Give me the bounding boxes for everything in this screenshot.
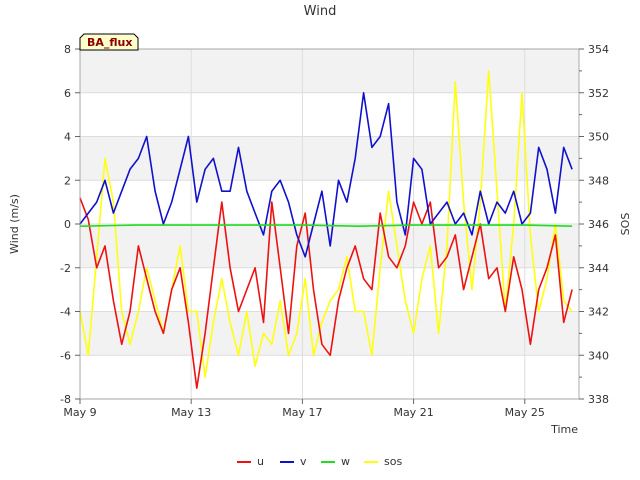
- legend-item-sos: sos: [364, 455, 402, 468]
- x-tick-label-0: May 9: [63, 406, 96, 419]
- series-w-line: [79, 224, 573, 227]
- plot-bands: [80, 49, 579, 356]
- right-tick-label-8: 354: [588, 43, 609, 56]
- right-tick-label-3: 344: [588, 262, 609, 275]
- badge-box: [79, 33, 139, 51]
- left-tick-label-4: 0: [64, 218, 71, 231]
- band-1: [80, 311, 579, 356]
- x-axis: May 9 May 13 May 17 May 21 May 25: [63, 399, 545, 419]
- left-tick-label-2: -4: [60, 306, 71, 319]
- left-tick-label-8: 8: [64, 43, 71, 56]
- chart-title: Wind: [304, 4, 337, 19]
- right-tick-label-7: 352: [588, 87, 609, 100]
- right-tick-label-4: 346: [588, 218, 609, 231]
- legend-label-v: v: [300, 455, 307, 468]
- series-v-line: [79, 92, 573, 258]
- x-axis-title: Time: [550, 423, 578, 436]
- legend-label-w: w: [341, 455, 350, 468]
- legend-label-u: u: [257, 455, 264, 468]
- legend-label-sos: sos: [384, 455, 402, 468]
- band-5: [80, 136, 579, 181]
- x-tick-label-4: May 25: [505, 406, 545, 419]
- left-tick-label-3: -2: [60, 262, 71, 275]
- right-tick-label-1: 340: [588, 349, 609, 362]
- series-u-line: [79, 197, 573, 389]
- left-tick-label-5: 2: [64, 174, 71, 187]
- y-axis-right-title: SOS: [619, 213, 632, 236]
- right-tick-label-6: 350: [588, 131, 609, 144]
- x-tick-label-1: May 13: [171, 406, 211, 419]
- left-tick-label-6: 4: [64, 131, 71, 144]
- x-tick-label-3: May 21: [393, 406, 433, 419]
- right-axis: 338 340 342 344 346 348 350 352 354: [579, 43, 609, 406]
- x-tick-label-2: May 17: [282, 406, 322, 419]
- left-tick-label-1: -6: [60, 349, 71, 362]
- right-tick-label-0: 338: [588, 393, 609, 406]
- band-7: [80, 49, 579, 93]
- right-tick-label-2: 342: [588, 306, 609, 319]
- legend: u v w sos: [237, 455, 402, 468]
- y-axis-left-title: Wind (m/s): [8, 194, 21, 254]
- legend-item-u: u: [237, 455, 264, 468]
- left-tick-label-7: 6: [64, 87, 71, 100]
- left-tick-label-0: -8: [60, 393, 71, 406]
- badge-label: BA_flux: [87, 36, 132, 49]
- badge: BA_flux: [79, 33, 139, 51]
- legend-item-w: w: [321, 455, 350, 468]
- legend-item-v: v: [280, 455, 307, 468]
- right-tick-label-5: 348: [588, 174, 609, 187]
- left-axis: -8 -6 -4 -2 0 2 4 6 8: [60, 43, 80, 406]
